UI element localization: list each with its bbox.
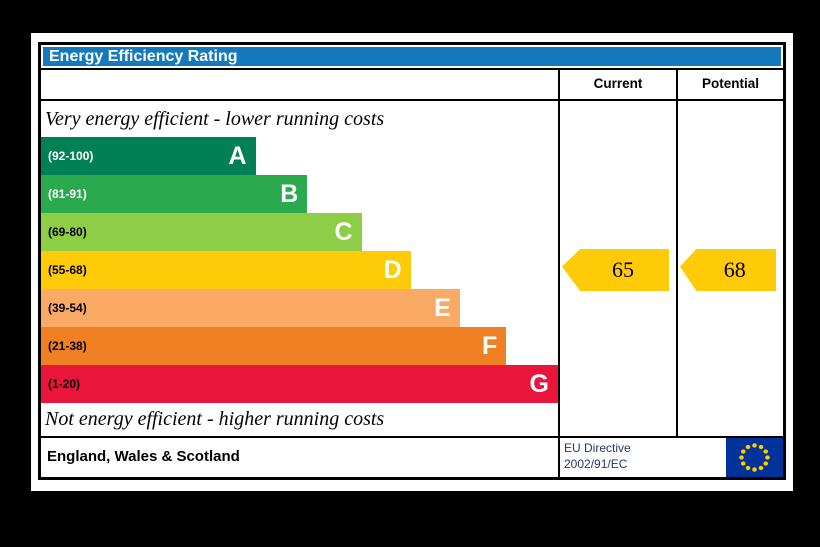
band-c: (69-80) C bbox=[41, 213, 362, 251]
band-row: (69-80) C bbox=[41, 213, 558, 251]
band-range-label: (1-20) bbox=[48, 377, 81, 391]
page-title: Energy Efficiency Rating bbox=[43, 47, 781, 66]
eu-flag-icon bbox=[726, 438, 783, 477]
band-letter: D bbox=[383, 255, 402, 284]
band-range-label: (55-68) bbox=[48, 263, 87, 277]
rating-scale: Very energy efficient - lower running co… bbox=[41, 101, 558, 436]
band-letter: B bbox=[280, 179, 299, 208]
band-row: (92-100) A bbox=[41, 137, 558, 175]
column-header-potential: Potential bbox=[676, 70, 783, 101]
current-value: 65 bbox=[611, 257, 634, 282]
epc-panel: Energy Efficiency Rating Current Potenti… bbox=[31, 33, 793, 491]
current-arrow: 65 bbox=[562, 249, 669, 291]
band-letter: A bbox=[228, 141, 247, 170]
energy-efficiency-table: Energy Efficiency Rating Current Potenti… bbox=[38, 42, 786, 480]
band-letter: G bbox=[529, 369, 549, 398]
eu-directive-line2: 2002/91/EC bbox=[564, 456, 628, 471]
band-a: (92-100) A bbox=[41, 137, 256, 175]
band-f: (21-38) F bbox=[41, 327, 507, 365]
band-b: (81-91) B bbox=[41, 175, 308, 213]
band-d: (55-68) D bbox=[41, 251, 411, 289]
header-spacer bbox=[41, 70, 558, 101]
region-label: England, Wales & Scotland bbox=[41, 436, 558, 477]
band-list: (92-100) A (81-91) B (69-80) C (55-68) D… bbox=[41, 137, 558, 403]
potential-column: 68 bbox=[676, 101, 783, 436]
band-row: (39-54) E bbox=[41, 289, 558, 327]
potential-value: 68 bbox=[723, 257, 746, 282]
band-letter: C bbox=[334, 217, 353, 246]
column-header-current: Current bbox=[558, 70, 676, 101]
eu-directive-label: EU Directive 2002/91/EC bbox=[560, 438, 635, 477]
band-row: (55-68) D bbox=[41, 251, 558, 289]
band-letter: F bbox=[482, 331, 498, 360]
bottom-note: Not energy efficient - higher running co… bbox=[45, 408, 385, 430]
band-e: (39-54) E bbox=[41, 289, 460, 327]
top-note: Very energy efficient - lower running co… bbox=[45, 108, 385, 130]
title-row: Energy Efficiency Rating bbox=[41, 45, 783, 70]
band-row: (21-38) F bbox=[41, 327, 558, 365]
band-letter: E bbox=[434, 293, 451, 322]
band-range-label: (81-91) bbox=[48, 187, 87, 201]
footer-right: EU Directive 2002/91/EC bbox=[558, 436, 783, 477]
band-range-label: (21-38) bbox=[48, 339, 87, 353]
band-range-label: (92-100) bbox=[48, 149, 94, 163]
band-range-label: (69-80) bbox=[48, 225, 87, 239]
potential-arrow: 68 bbox=[680, 249, 776, 291]
band-g: (1-20) G bbox=[41, 365, 558, 403]
eu-directive-line1: EU Directive bbox=[564, 441, 631, 455]
band-row: (1-20) G bbox=[41, 365, 558, 403]
band-row: (81-91) B bbox=[41, 175, 558, 213]
eu-flag-stars bbox=[739, 443, 770, 472]
current-column: 65 bbox=[558, 101, 676, 436]
band-range-label: (39-54) bbox=[48, 301, 87, 315]
